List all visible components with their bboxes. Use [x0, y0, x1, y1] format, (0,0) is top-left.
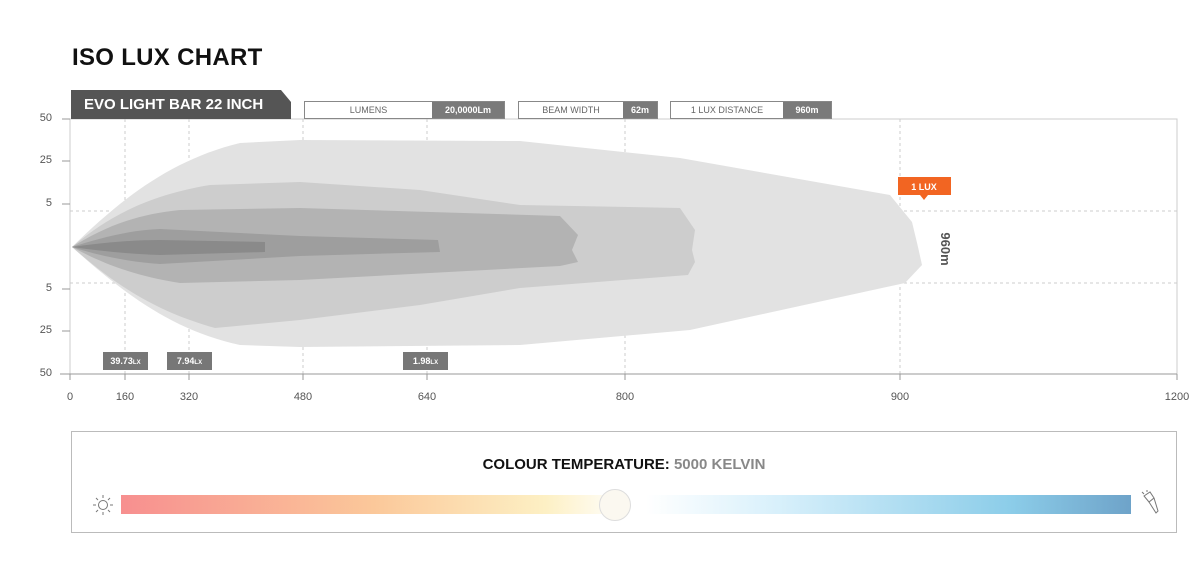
colour-temperature-title: COLOUR TEMPERATURE: 5000 KELVIN: [72, 456, 1176, 473]
spec-beam-width: BEAM WIDTH 62m: [518, 101, 658, 119]
one-lux-pointer: [920, 195, 928, 200]
lux-label-160: 39.73LX: [103, 352, 148, 370]
colour-temperature-label: COLOUR TEMPERATURE:: [482, 456, 670, 473]
one-lux-marker: [898, 177, 951, 195]
lux-value: 1.98: [412, 356, 431, 366]
one-lux-distance: 960m: [938, 232, 953, 265]
y-tick-label: 25: [39, 154, 52, 166]
x-tick-label: 800: [615, 391, 635, 403]
x-ticks: [62, 118, 1178, 380]
spec-value: 62m: [623, 102, 657, 118]
y-tick-label: 5: [45, 197, 52, 209]
page-title: ISO LUX CHART: [72, 44, 263, 71]
spec-label: LUMENS: [349, 105, 388, 115]
x-tick-label: 480: [293, 391, 313, 403]
lux-value: 7.94: [176, 356, 195, 366]
spec-label: 1 LUX DISTANCE: [690, 105, 764, 115]
x-tick-label: 640: [417, 391, 437, 403]
spec-value: 20,0000Lm: [432, 102, 504, 118]
colour-temperature-indicator: [599, 489, 631, 521]
lux-unit: LX: [194, 360, 203, 366]
colour-temperature-value: 5000 KELVIN: [673, 456, 766, 473]
lux-zone-5: [72, 240, 265, 255]
lux-label-320: 7.94LX: [167, 352, 212, 370]
one-lux-label: 1 LUX: [911, 182, 937, 192]
spec-label: BEAM WIDTH: [542, 105, 600, 115]
x-tick-label: 1200: [1164, 391, 1190, 403]
x-tick-label: 320: [179, 391, 199, 403]
iso-lux-chart: 1 LUX 960m: [60, 118, 1178, 380]
spec-1-lux-distance: 1 LUX DISTANCE 960m: [670, 101, 832, 119]
product-tab: EVO LIGHT BAR 22 INCH: [71, 90, 291, 119]
spec-value: 960m: [783, 102, 831, 118]
lux-value: 39.73: [110, 356, 133, 366]
lux-unit: LX: [430, 360, 439, 366]
y-tick-label: 25: [39, 324, 52, 336]
colour-temperature-panel: COLOUR TEMPERATURE: 5000 KELVIN: [71, 431, 1177, 533]
y-tick-label: 50: [39, 367, 52, 379]
x-tick-label: 0: [66, 391, 74, 403]
x-tick-label: 160: [115, 391, 135, 403]
flashlight-icon: [1141, 490, 1159, 514]
sun-icon: [93, 495, 113, 515]
lux-label-640: 1.98LX: [403, 352, 448, 370]
x-tick-label: 900: [890, 391, 910, 403]
spec-lumens: LUMENS 20,0000Lm: [304, 101, 505, 119]
y-tick-label: 5: [45, 282, 52, 294]
y-tick-label: 50: [39, 112, 52, 124]
lux-unit: LX: [132, 360, 141, 366]
